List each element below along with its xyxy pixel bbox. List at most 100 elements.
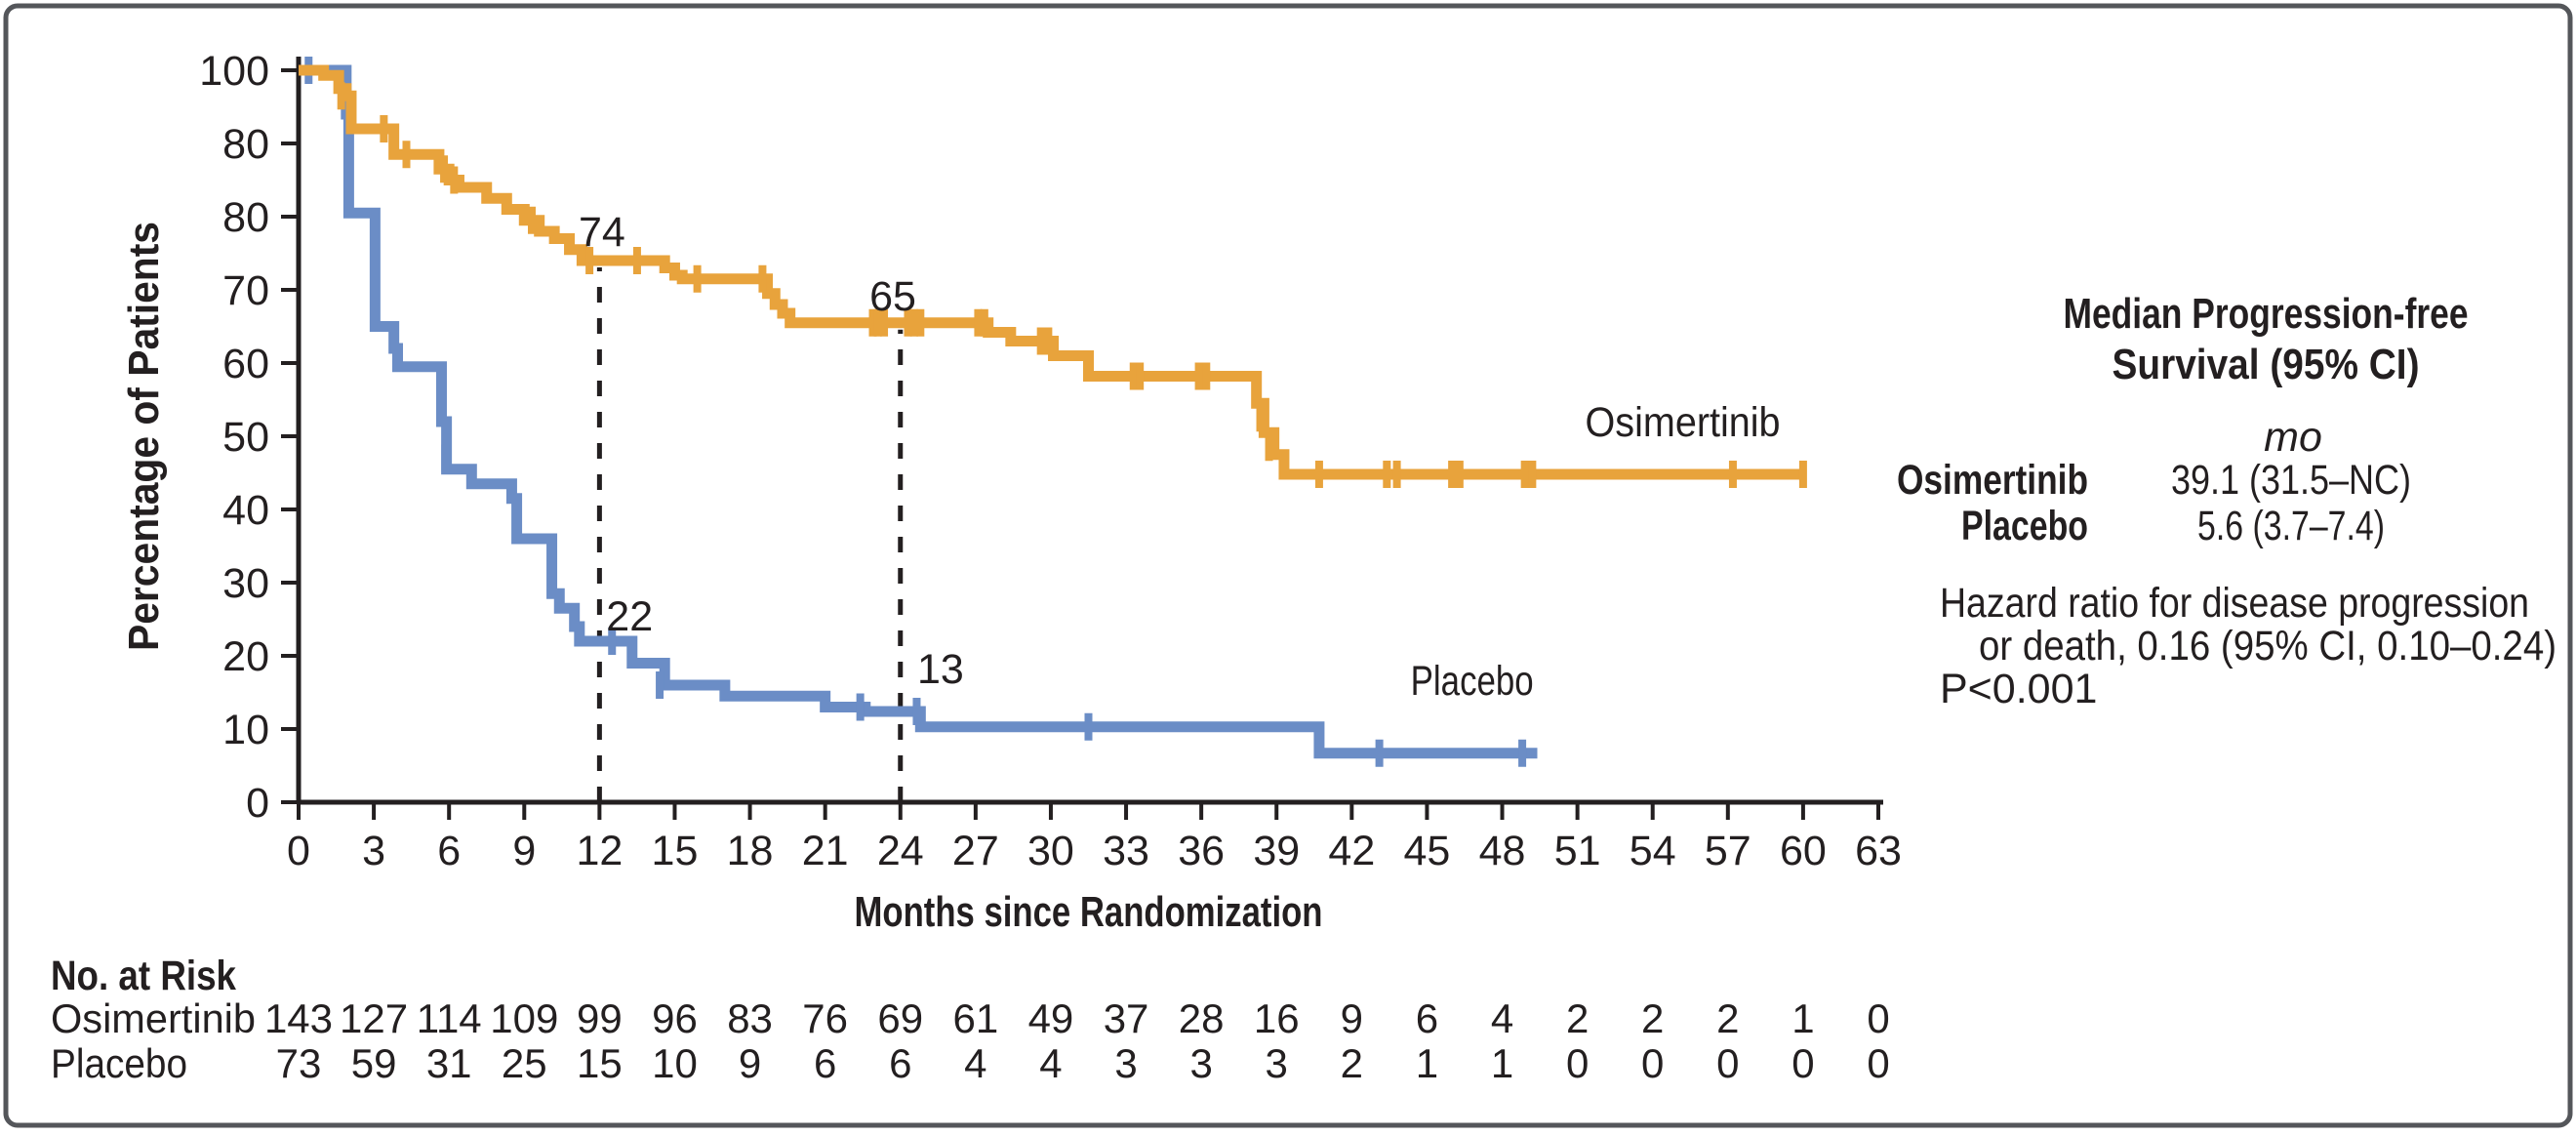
risk-count-osimertinib-27mo: 61 (952, 995, 998, 1041)
y-tick-label: 70 (222, 267, 269, 314)
risk-count-osimertinib-54mo: 2 (1641, 995, 1664, 1041)
placebo-curve-label: Placebo (1411, 658, 1534, 705)
x-tick-label: 39 (1253, 828, 1300, 874)
x-tick-label: 54 (1630, 828, 1676, 874)
y-tick-label: 10 (222, 707, 269, 753)
hazard-ratio-line2: or death, 0.16 (95% CI, 0.10–0.24) (1979, 623, 2556, 669)
x-tick-label: 36 (1178, 828, 1225, 874)
placebo-censor-marks (304, 57, 1527, 767)
risk-count-osimertinib-42mo: 9 (1341, 995, 1363, 1041)
y-tick-label: 60 (222, 341, 269, 387)
risk-count-placebo-6mo: 31 (426, 1040, 472, 1086)
risk-count-osimertinib-57mo: 2 (1716, 995, 1739, 1041)
x-tick-label: 33 (1103, 828, 1149, 874)
risk-count-osimertinib-6mo: 114 (417, 995, 482, 1041)
risk-count-osimertinib-24mo: 69 (877, 995, 923, 1041)
risk-count-placebo-9mo: 25 (502, 1040, 547, 1086)
y-tick-label: 30 (222, 560, 269, 607)
risk-count-placebo-63mo: 0 (1867, 1040, 1889, 1086)
osimertinib-curve-label: Osimertinib (1586, 399, 1781, 446)
risk-row-label-osimertinib: Osimertinib (51, 995, 256, 1041)
placebo-curve (299, 64, 1538, 759)
risk-count-placebo-54mo: 0 (1641, 1040, 1664, 1086)
risk-count-placebo-21mo: 6 (814, 1040, 836, 1086)
risk-count-osimertinib-12mo: 99 (577, 995, 623, 1041)
y-tick-label: 40 (222, 487, 269, 534)
y-tick-label: 100 (199, 48, 269, 95)
x-tick-label: 12 (576, 828, 623, 874)
risk-count-placebo-12mo: 15 (577, 1040, 623, 1086)
risk-count-placebo-36mo: 3 (1189, 1040, 1212, 1086)
stats-row-value-osimertinib: 39.1 (31.5–NC) (2171, 457, 2411, 504)
risk-count-placebo-30mo: 4 (1039, 1040, 1062, 1086)
risk-count-placebo-42mo: 2 (1341, 1040, 1363, 1086)
osimertinib-censor-marks (337, 82, 1807, 488)
risk-row-label-placebo: Placebo (51, 1040, 187, 1086)
y-tick-label: 20 (222, 633, 269, 680)
x-tick-label: 60 (1780, 828, 1827, 874)
annotation-65: 65 (869, 273, 916, 320)
stats-row-label-osimertinib: Osimertinib (1897, 457, 2088, 504)
risk-count-placebo-18mo: 9 (739, 1040, 761, 1086)
x-tick-label: 0 (287, 828, 310, 874)
risk-count-osimertinib-0mo: 143 (264, 995, 333, 1041)
x-tick-label: 24 (877, 828, 924, 874)
risk-count-osimertinib-33mo: 37 (1104, 995, 1149, 1041)
risk-count-placebo-51mo: 0 (1566, 1040, 1589, 1086)
x-tick-label: 27 (952, 828, 999, 874)
risk-count-placebo-15mo: 10 (652, 1040, 698, 1086)
risk-count-placebo-48mo: 1 (1491, 1040, 1513, 1086)
x-tick-label: 51 (1554, 828, 1601, 874)
risk-count-osimertinib-45mo: 6 (1416, 995, 1438, 1041)
risk-count-osimertinib-3mo: 127 (340, 995, 408, 1041)
x-tick-label: 30 (1027, 828, 1074, 874)
y-axis-title: Percentage of Patients (120, 222, 168, 651)
risk-count-osimertinib-60mo: 1 (1791, 995, 1814, 1041)
risk-count-placebo-3mo: 59 (351, 1040, 397, 1086)
x-axis-title: Months since Randomization (855, 888, 1323, 936)
risk-table-title: No. at Risk (51, 953, 236, 999)
stats-title-line1: Median Progression-free (2064, 290, 2469, 338)
y-tick-label: 80 (222, 121, 269, 168)
annotation-74: 74 (579, 209, 625, 256)
risk-count-osimertinib-39mo: 16 (1254, 995, 1300, 1041)
x-tick-label: 57 (1705, 828, 1751, 874)
risk-count-placebo-33mo: 3 (1114, 1040, 1137, 1086)
x-tick-label: 18 (727, 828, 774, 874)
risk-count-osimertinib-63mo: 0 (1867, 995, 1889, 1041)
risk-count-osimertinib-48mo: 4 (1491, 995, 1513, 1041)
annotation-13: 13 (917, 646, 964, 693)
stats-title-line2: Survival (95% CI) (2113, 341, 2420, 388)
risk-count-osimertinib-18mo: 83 (727, 995, 773, 1041)
stats-unit: mo (2264, 414, 2322, 461)
figure-frame (3, 3, 2573, 1128)
x-tick-label: 15 (652, 828, 699, 874)
risk-count-placebo-0mo: 73 (276, 1040, 322, 1086)
x-tick-label: 42 (1328, 828, 1375, 874)
risk-count-osimertinib-30mo: 49 (1028, 995, 1074, 1041)
risk-count-osimertinib-21mo: 76 (802, 995, 848, 1041)
x-tick-label: 63 (1855, 828, 1902, 874)
risk-count-osimertinib-36mo: 28 (1179, 995, 1225, 1041)
y-tick-label: 80 (222, 194, 269, 241)
risk-count-placebo-45mo: 1 (1416, 1040, 1438, 1086)
risk-count-osimertinib-9mo: 109 (490, 995, 558, 1041)
x-tick-label: 3 (362, 828, 385, 874)
stats-row-value-placebo: 5.6 (3.7–7.4) (2197, 503, 2385, 549)
x-tick-label: 9 (512, 828, 536, 874)
risk-count-placebo-60mo: 0 (1791, 1040, 1814, 1086)
risk-count-placebo-57mo: 0 (1716, 1040, 1739, 1086)
risk-count-placebo-24mo: 6 (889, 1040, 911, 1086)
y-tick-label: 0 (246, 780, 269, 827)
risk-count-osimertinib-15mo: 96 (652, 995, 698, 1041)
x-tick-label: 45 (1404, 828, 1451, 874)
annotation-22: 22 (606, 593, 653, 640)
x-tick-label: 21 (802, 828, 849, 874)
risk-count-placebo-39mo: 3 (1266, 1040, 1288, 1086)
hazard-ratio-line1: Hazard ratio for disease progression (1940, 580, 2529, 627)
stats-row-label-placebo: Placebo (1961, 503, 2088, 549)
p-value: P<0.001 (1940, 666, 2097, 712)
